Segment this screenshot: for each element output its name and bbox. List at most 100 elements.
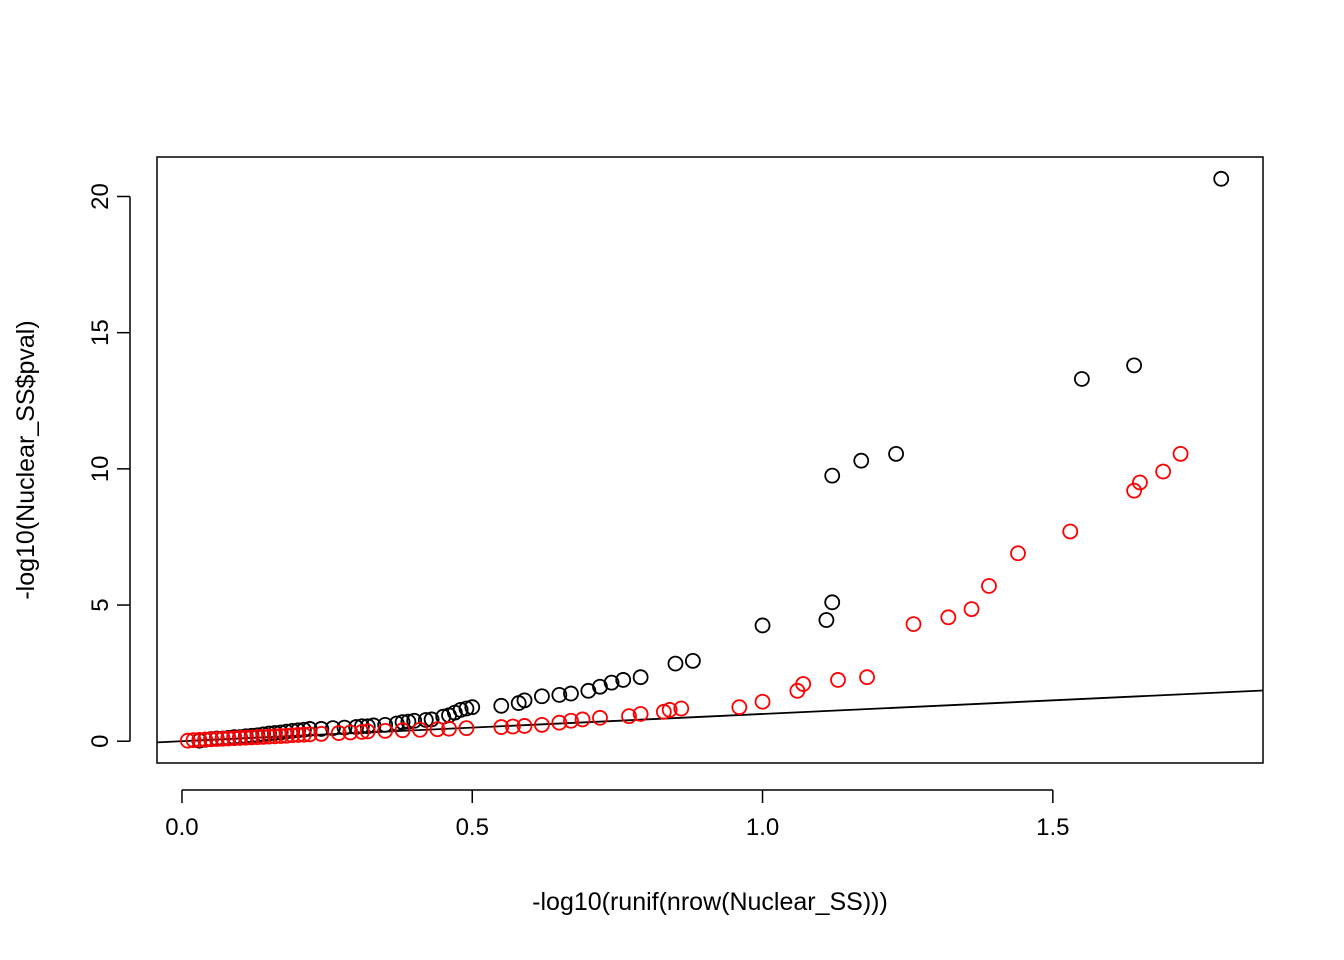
data-point-series-2 (208, 731, 225, 747)
data-point-series-2 (278, 727, 295, 744)
data-point-series-1 (603, 674, 620, 691)
data-point-series-2 (441, 720, 457, 737)
data-point-series-2 (493, 719, 510, 735)
x-axis: 0.0 0.5 1.0 1.5 (165, 789, 1070, 841)
data-point-series-2 (429, 721, 446, 738)
data-point-series-2 (266, 728, 283, 745)
x-tick-label: 0.5 (456, 814, 489, 841)
data-point-series-2 (859, 669, 875, 686)
data-point-series-2 (516, 718, 533, 734)
data-point-series-2 (905, 616, 922, 632)
data-point-series-2 (284, 727, 301, 744)
data-point-series-1 (667, 655, 684, 672)
y-tick-label: 20 (87, 183, 114, 210)
data-point-series-1 (632, 669, 649, 686)
data-point-series-1 (493, 697, 510, 714)
data-point-series-2 (313, 725, 330, 742)
data-point-series-1 (1126, 357, 1143, 374)
y-axis-label: -log10(Nuclear_SS$pval) (12, 320, 40, 599)
data-point-series-2 (295, 726, 312, 743)
data-point-series-2 (232, 730, 248, 746)
data-point-series-2 (394, 722, 411, 739)
data-point-series-2 (1126, 482, 1143, 499)
plot-frame (156, 156, 1264, 764)
data-point-series-2 (197, 731, 214, 748)
data-point-series-2 (237, 729, 254, 746)
data-point-series-2 (661, 701, 678, 718)
data-point-series-1 (615, 672, 632, 688)
data-point-series-2 (504, 718, 521, 735)
x-tick-label: 0.0 (165, 814, 198, 841)
data-point-series-2 (1155, 463, 1172, 480)
data-point-series-2 (574, 711, 591, 728)
data-point-series-1 (684, 652, 701, 669)
data-point-series-2 (534, 716, 550, 733)
y-tick-label: 5 (87, 598, 114, 611)
data-point-series-2 (1172, 445, 1189, 462)
data-point-series-2 (963, 601, 980, 618)
data-point-series-2 (220, 730, 237, 747)
reference-line (156, 689, 1264, 744)
data-point-series-2 (1010, 545, 1026, 562)
data-point-series-2 (754, 693, 771, 710)
data-point-series-1 (551, 687, 568, 703)
data-point-series-2 (191, 731, 208, 748)
data-point-series-2 (731, 699, 748, 716)
data-point-series-1 (853, 452, 870, 469)
data-point-series-2 (563, 712, 579, 729)
data-point-series-1 (534, 688, 550, 705)
data-point-series-2 (1062, 523, 1079, 540)
data-point-series-2 (359, 723, 376, 740)
data-point-series-2 (203, 731, 219, 748)
data-point-series-1 (1073, 371, 1090, 387)
data-point-series-2 (458, 720, 475, 737)
x-tick-label: 1.5 (1036, 814, 1069, 841)
reference-line-layer (156, 689, 1264, 744)
data-point-series-2 (830, 672, 846, 688)
data-point-series-2 (981, 578, 997, 594)
data-point-series-1 (359, 718, 376, 735)
data-point-series-2 (185, 732, 202, 749)
data-point-series-1 (400, 713, 417, 730)
x-tick-label: 1.0 (746, 814, 779, 841)
data-point-series-1 (824, 467, 841, 484)
data-point-series-2 (214, 730, 231, 747)
data-point-series-2 (673, 700, 690, 717)
data-point-series-1 (452, 701, 469, 718)
data-point-series-2 (301, 726, 318, 743)
data-point-series-1 (394, 714, 411, 731)
y-tick-label: 10 (87, 456, 114, 483)
data-point-series-2 (243, 729, 260, 746)
data-point-series-2 (255, 728, 272, 745)
data-point-series-1 (824, 594, 841, 611)
data-point-series-2 (261, 728, 277, 745)
y-tick-label: 15 (87, 319, 114, 346)
data-point-series-2 (551, 714, 568, 731)
data-point-series-2 (272, 728, 289, 744)
data-point-series-1 (754, 617, 771, 634)
data-point-series-2 (412, 721, 428, 738)
x-axis-label: -log10(runif(nrow(Nuclear_SS))) (532, 888, 888, 916)
y-tick-label: 0 (87, 735, 114, 748)
data-point-series-2 (592, 709, 608, 726)
data-point-series-2 (179, 732, 196, 749)
data-point-series-2 (354, 724, 370, 740)
data-point-series-2 (377, 722, 394, 739)
data-point-series-2 (795, 676, 812, 692)
data-point-series-1 (1213, 170, 1230, 187)
data-point-series-2 (940, 609, 957, 626)
data-point-series-1 (818, 612, 835, 628)
data-point-series-2 (290, 727, 306, 743)
data-point-series-2 (632, 706, 649, 722)
data-point-series-2 (226, 730, 243, 747)
data-point-series-2 (621, 708, 637, 725)
data-point-series-1 (464, 699, 481, 716)
data-point-series-2 (342, 724, 359, 741)
data-point-series-1 (377, 716, 394, 733)
data-point-series-1 (458, 700, 475, 717)
data-point-series-2 (249, 729, 266, 746)
y-axis: 0 5 10 15 20 (87, 183, 131, 748)
data-point-series-1 (888, 445, 904, 462)
data-point-series-1 (563, 685, 579, 702)
